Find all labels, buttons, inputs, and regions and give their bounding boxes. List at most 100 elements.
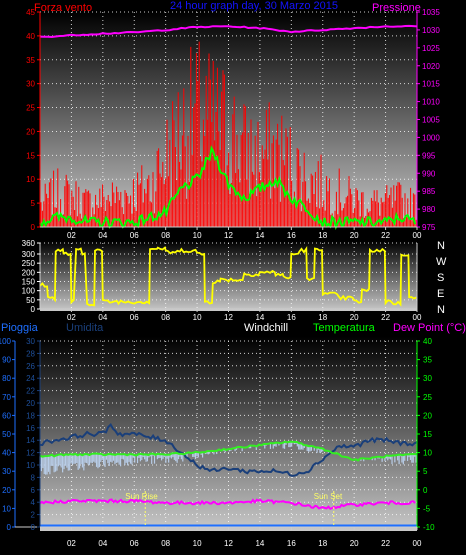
wind-y-tick-label: 35 bbox=[26, 56, 35, 65]
humidity-y-tick-label: 26 bbox=[26, 362, 35, 371]
temperature-y-tick-label: 20 bbox=[423, 411, 432, 420]
x-tick-label: 20 bbox=[350, 539, 359, 548]
pressure-y-tick-label: 1005 bbox=[422, 116, 440, 125]
windchill-legend: Windchill bbox=[244, 322, 288, 334]
x-tick-label: 08 bbox=[161, 313, 170, 322]
temperature-line bbox=[39, 440, 418, 462]
compass-n-bottom: N bbox=[437, 304, 445, 316]
wind-y-tick-label: 15 bbox=[26, 151, 35, 160]
wind-y-tick-label: 40 bbox=[26, 32, 35, 41]
temperature-y-tick-label: 40 bbox=[423, 337, 432, 346]
humidity-line bbox=[39, 422, 418, 477]
direction-y-tick-label: 0 bbox=[31, 305, 36, 314]
direction-y-tick-label: 200 bbox=[22, 268, 36, 277]
rain-axis-title: Pioggia bbox=[1, 322, 39, 334]
humidity-y-tick-label: 30 bbox=[26, 337, 35, 346]
pressure-axis-title: Pressione bbox=[372, 2, 421, 14]
temperature-y-tick-label: -5 bbox=[423, 504, 431, 513]
rain-y-tick-label: 10 bbox=[2, 504, 11, 513]
temperature-y-tick-label: 5 bbox=[423, 467, 428, 476]
humidity-y-tick-label: 8 bbox=[31, 473, 36, 482]
x-tick-label: 06 bbox=[130, 539, 139, 548]
pressure-y-tick-label: 980 bbox=[422, 205, 436, 214]
pressure-y-tick-label: 975 bbox=[422, 223, 436, 232]
sun-set-label: Sun Set bbox=[314, 492, 343, 501]
x-tick-label: 18 bbox=[318, 539, 327, 548]
x-tick-label: 12 bbox=[224, 313, 233, 322]
x-tick-label: 10 bbox=[193, 539, 202, 548]
rain-y-tick-label: 40 bbox=[2, 449, 11, 458]
rain-y-tick-label: 30 bbox=[2, 467, 11, 476]
temperature-y-tick-label: -10 bbox=[423, 523, 435, 532]
x-tick-label: 14 bbox=[255, 539, 264, 548]
x-tick-label: 02 bbox=[67, 231, 76, 240]
dewpoint-line bbox=[39, 498, 416, 510]
pressure-y-tick-label: 1025 bbox=[422, 44, 440, 53]
x-tick-label: 12 bbox=[224, 539, 233, 548]
wind-direction-line bbox=[39, 246, 417, 307]
humidity-y-tick-label: 6 bbox=[31, 486, 36, 495]
temperature-legend: Temperatura bbox=[313, 322, 376, 334]
rain-y-tick-label: 80 bbox=[2, 374, 11, 383]
wind-y-tick-label: 30 bbox=[26, 80, 35, 89]
x-tick-label: 14 bbox=[255, 313, 264, 322]
x-tick-label: 00 bbox=[413, 231, 422, 240]
compass-w: W bbox=[436, 256, 447, 268]
humidity-legend: Umidita bbox=[66, 322, 104, 334]
wind-avg-line bbox=[39, 145, 417, 231]
x-tick-label: 22 bbox=[381, 313, 390, 322]
humidity-y-tick-label: 18 bbox=[26, 411, 35, 420]
humidity-y-tick-label: 28 bbox=[26, 349, 35, 358]
x-tick-label: 00 bbox=[413, 539, 422, 548]
x-tick-label: 06 bbox=[130, 313, 139, 322]
temperature-y-tick-label: 15 bbox=[423, 430, 432, 439]
x-tick-label: 04 bbox=[98, 313, 107, 322]
direction-y-tick-label: 250 bbox=[22, 259, 36, 268]
rain-y-tick-label: 70 bbox=[2, 393, 11, 402]
wind-y-tick-label: 45 bbox=[26, 8, 35, 17]
humidity-y-tick-label: 2 bbox=[31, 511, 36, 520]
wind-y-tick-label: 20 bbox=[26, 127, 35, 136]
humidity-y-tick-label: 14 bbox=[26, 436, 35, 445]
dewpoint-legend: Dew Point (°C) bbox=[393, 322, 466, 334]
humidity-y-tick-label: 20 bbox=[26, 399, 35, 408]
pressure-y-tick-label: 1010 bbox=[422, 98, 440, 107]
wind-y-tick-label: 0 bbox=[31, 223, 36, 232]
x-tick-label: 10 bbox=[193, 231, 202, 240]
x-tick-label: 18 bbox=[318, 313, 327, 322]
x-tick-label: 02 bbox=[67, 313, 76, 322]
pressure-y-tick-label: 1035 bbox=[422, 8, 440, 17]
humidity-y-tick-label: 4 bbox=[31, 498, 36, 507]
pressure-line bbox=[39, 24, 418, 39]
rain-y-tick-label: 60 bbox=[2, 411, 11, 420]
x-tick-label: 16 bbox=[287, 313, 296, 322]
chart-marks bbox=[39, 24, 418, 528]
temperature-y-tick-label: 25 bbox=[423, 393, 432, 402]
x-tick-label: 06 bbox=[130, 231, 139, 240]
x-tick-label: 00 bbox=[413, 313, 422, 322]
x-tick-label: 18 bbox=[318, 231, 327, 240]
rain-y-tick-label: 90 bbox=[2, 356, 11, 365]
pressure-y-tick-label: 990 bbox=[422, 169, 436, 178]
compass-e: E bbox=[437, 288, 444, 300]
rain-y-tick-label: 20 bbox=[2, 486, 11, 495]
chart-title: 24 hour graph day, 30 Marzo 2015 bbox=[170, 0, 338, 12]
rain-y-tick-label: 100 bbox=[0, 337, 12, 346]
pressure-y-tick-label: 1020 bbox=[422, 62, 440, 71]
wind-y-tick-label: 25 bbox=[26, 104, 35, 113]
humidity-y-tick-label: 24 bbox=[26, 374, 35, 383]
x-tick-label: 02 bbox=[67, 539, 76, 548]
wind-y-tick-label: 10 bbox=[26, 175, 35, 184]
pressure-y-tick-label: 1030 bbox=[422, 26, 440, 35]
rain-y-tick-label: 50 bbox=[2, 430, 11, 439]
x-tick-label: 16 bbox=[287, 539, 296, 548]
temperature-y-tick-label: 10 bbox=[423, 449, 432, 458]
x-tick-label: 16 bbox=[287, 231, 296, 240]
compass-s: S bbox=[437, 272, 444, 284]
x-tick-label: 10 bbox=[193, 313, 202, 322]
x-tick-label: 22 bbox=[381, 539, 390, 548]
direction-y-tick-label: 50 bbox=[26, 296, 35, 305]
pressure-y-tick-label: 1000 bbox=[422, 133, 440, 142]
x-tick-label: 08 bbox=[161, 231, 170, 240]
